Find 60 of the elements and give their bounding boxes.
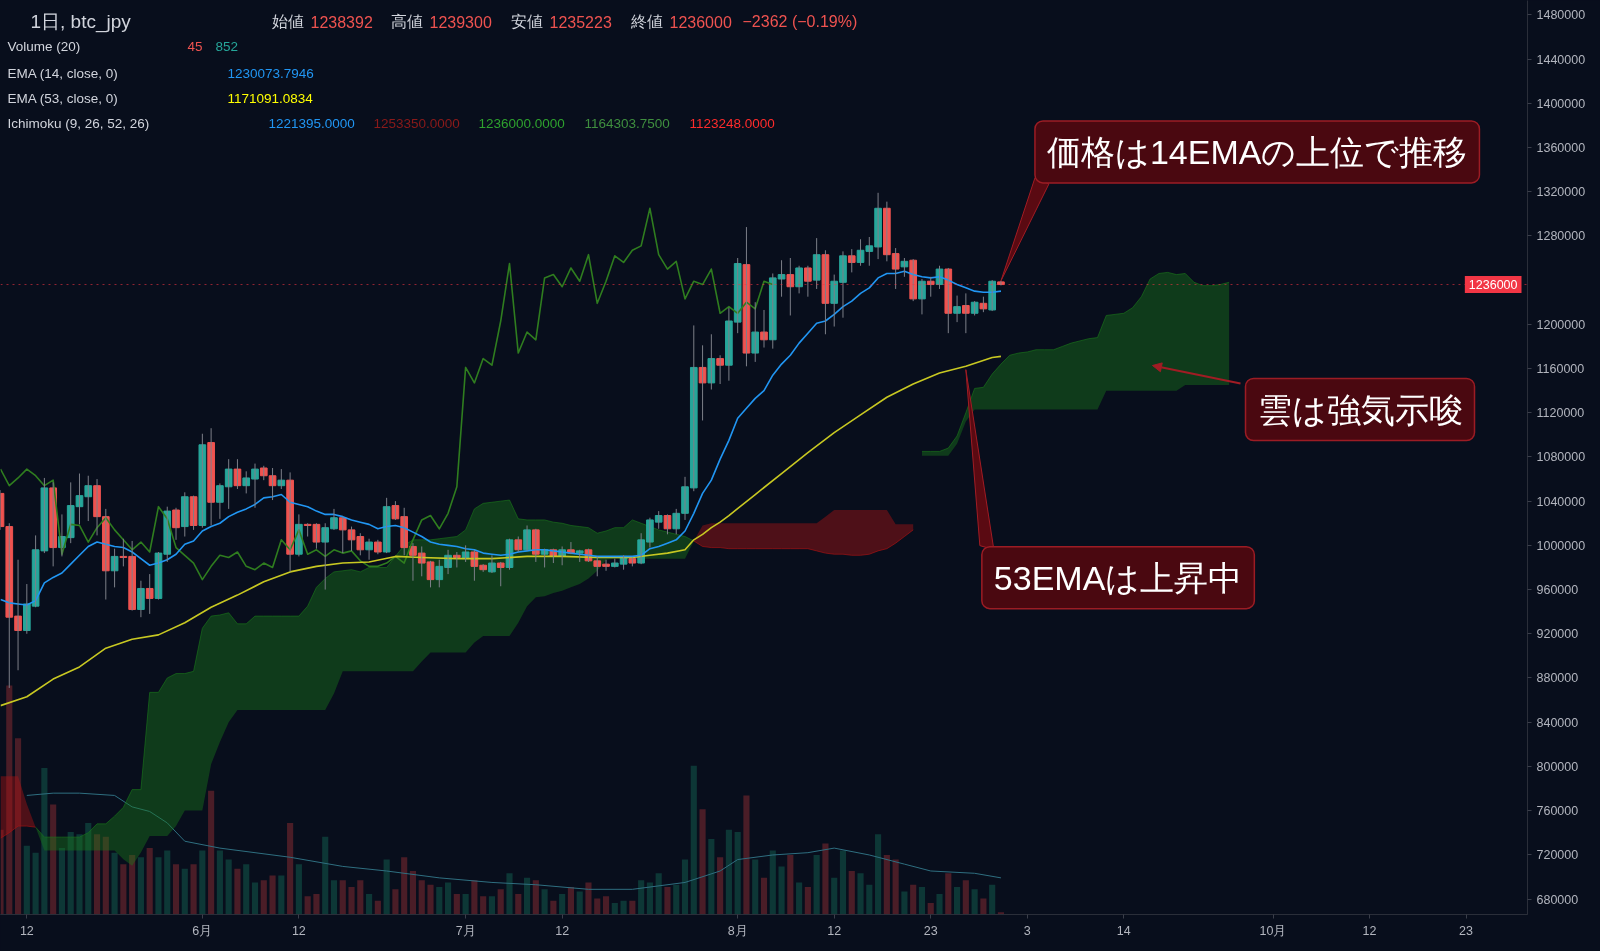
- x-tick-label: 3: [1023, 923, 1031, 938]
- x-tick-label: 12: [1362, 923, 1377, 938]
- annotation: 価格は14EMAの上位で推移: [1046, 132, 1468, 171]
- x-tick-label: 10月: [1259, 923, 1287, 938]
- x-tick-label: 14: [1116, 923, 1131, 938]
- x-tick-label: 6月: [192, 923, 213, 938]
- x-tick-label: 12: [19, 923, 34, 938]
- annotation: EMA (14, close, 0): [7, 66, 118, 81]
- annotation: 1221395.0000: [268, 116, 355, 131]
- annotation: −2362 (−0.19%): [742, 13, 858, 30]
- y-tick-label: 1480000: [1536, 8, 1586, 23]
- y-tick-label: 1280000: [1536, 229, 1586, 244]
- y-tick-label: 1360000: [1536, 140, 1586, 155]
- annotation: 1236000.0000: [478, 116, 565, 131]
- y-tick-label: 1440000: [1536, 52, 1586, 67]
- annotation: 1123248.0000: [689, 116, 775, 131]
- annotation: 終値: [629, 13, 663, 30]
- annotation: 1236000: [669, 13, 732, 31]
- y-tick-label: 1160000: [1536, 362, 1585, 377]
- annotation: 高値: [390, 13, 423, 30]
- y-tick-label: 920000: [1536, 627, 1579, 642]
- y-tick-label: 960000: [1536, 583, 1579, 598]
- annotation: 53EMAは上昇中: [993, 558, 1243, 597]
- annotation: 1238392: [310, 13, 373, 31]
- y-tick-label: 1000000: [1536, 538, 1586, 553]
- y-tick-label: 1120000: [1536, 406, 1585, 421]
- annotation: 45: [187, 39, 203, 54]
- y-tick-label: 1080000: [1536, 450, 1586, 465]
- x-tick-label: 8月: [727, 923, 748, 938]
- y-tick-label: 1040000: [1536, 494, 1586, 509]
- x-tick-label: 12: [555, 923, 570, 938]
- x-tick-label: 23: [923, 923, 938, 938]
- annotation: 始値: [271, 13, 304, 30]
- annotation: Ichimoku (9, 26, 52, 26): [7, 116, 150, 131]
- annotation: Volume (20): [7, 39, 81, 54]
- annotation: 852: [215, 39, 239, 54]
- annotation: EMA (53, close, 0): [7, 91, 118, 106]
- annotation: 1235223: [549, 13, 612, 31]
- annotation: 雲は強気示唆: [1257, 390, 1463, 429]
- y-tick-label: 720000: [1536, 848, 1579, 863]
- y-tick-label: 680000: [1536, 892, 1579, 907]
- annotation: 1253350.0000: [373, 116, 460, 131]
- text: 1日, btc_jpy: [30, 11, 132, 33]
- y-tick-label: 760000: [1536, 804, 1579, 819]
- x-tick-label: 12: [291, 923, 306, 938]
- annotation: 安値: [510, 13, 543, 30]
- y-tick-label: 840000: [1536, 715, 1579, 730]
- y-tick-label: 1200000: [1536, 317, 1586, 332]
- annotation: 1230073.7946: [227, 66, 314, 81]
- x-tick-label: 12: [827, 923, 842, 938]
- y-tick-label: 1320000: [1536, 185, 1586, 200]
- x-tick-label: 7月: [455, 923, 476, 938]
- annotation: 1239300: [429, 13, 492, 31]
- y-tick-label: 880000: [1536, 671, 1579, 686]
- y-tick-label: 1400000: [1536, 96, 1586, 111]
- ref-line-label: 1236000: [1468, 278, 1518, 293]
- annotation: 1171091.0834: [227, 91, 314, 106]
- x-tick-label: 23: [1459, 923, 1474, 938]
- y-tick-label: 800000: [1536, 759, 1579, 774]
- annotation: 1164303.7500: [584, 116, 670, 131]
